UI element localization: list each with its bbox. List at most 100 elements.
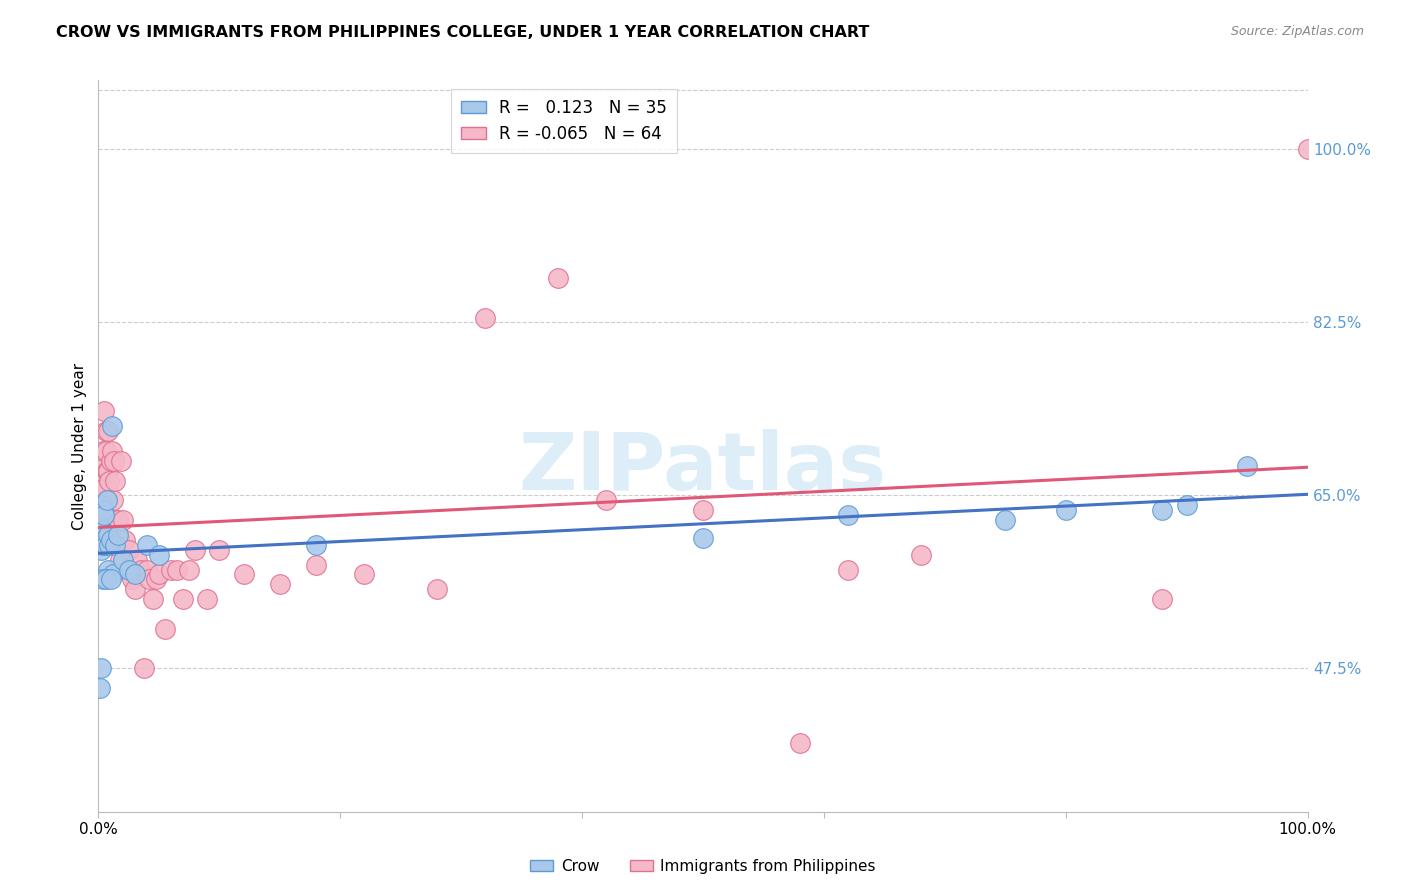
Point (1054, 503, 1077, 517)
Point (1152, 503, 1174, 517)
Point (98, 474, 121, 488)
Point (837, 563, 859, 577)
Point (692, 503, 714, 517)
Point (97, 528, 120, 542)
Point (1152, 592, 1174, 607)
Point (98, 538, 121, 552)
Point (232, 567, 254, 582)
Point (353, 567, 375, 582)
Point (91, 523, 114, 537)
Point (90, 661, 112, 675)
Point (111, 552, 134, 566)
Point (100, 419, 122, 434)
Point (93, 533, 115, 547)
Point (135, 563, 157, 577)
Point (135, 538, 157, 552)
Point (124, 567, 146, 582)
Point (166, 563, 188, 577)
Point (100, 513, 122, 527)
Point (1296, 143, 1319, 157)
Point (910, 548, 932, 562)
Point (91, 498, 114, 512)
Text: ZIPatlas: ZIPatlas (519, 429, 887, 507)
Legend: R =   0.123   N = 35, R = -0.065   N = 64: R = 0.123 N = 35, R = -0.065 N = 64 (451, 88, 678, 153)
Point (124, 582, 146, 597)
Point (127, 552, 149, 566)
Point (148, 548, 170, 562)
Point (474, 310, 496, 325)
Point (269, 577, 291, 591)
Point (96, 493, 118, 508)
Point (110, 454, 132, 468)
Point (100, 454, 122, 468)
Y-axis label: College, Under 1 year: College, Under 1 year (72, 362, 87, 530)
Point (100, 533, 122, 547)
Point (305, 538, 328, 552)
Point (94, 538, 117, 552)
Point (148, 567, 170, 582)
Point (91, 444, 114, 458)
Point (104, 474, 127, 488)
Point (94, 573, 117, 587)
Point (547, 271, 569, 285)
Point (172, 592, 194, 607)
Point (195, 592, 218, 607)
Point (93, 404, 115, 418)
Point (153, 622, 176, 636)
Point (101, 493, 124, 508)
Point (108, 552, 131, 566)
Point (94, 424, 117, 438)
Point (91, 538, 114, 552)
Point (93, 533, 115, 547)
Text: CROW VS IMMIGRANTS FROM PHILIPPINES COLLEGE, UNDER 1 YEAR CORRELATION CHART: CROW VS IMMIGRANTS FROM PHILIPPINES COLL… (56, 25, 870, 40)
Point (101, 567, 124, 582)
Point (90, 454, 112, 468)
Point (179, 563, 201, 577)
Point (208, 542, 231, 557)
Point (89, 493, 111, 508)
Point (789, 735, 811, 749)
Point (114, 533, 136, 547)
Point (160, 563, 183, 577)
Point (108, 533, 131, 547)
Point (97, 464, 120, 478)
Point (138, 573, 160, 587)
Point (145, 573, 167, 587)
Text: Source: ZipAtlas.com: Source: ZipAtlas.com (1230, 25, 1364, 38)
Point (118, 563, 141, 577)
Point (129, 563, 152, 577)
Point (105, 513, 128, 527)
Point (100, 444, 122, 458)
Point (837, 508, 859, 523)
Point (100, 573, 122, 587)
Point (89, 468, 111, 483)
Point (103, 454, 125, 468)
Legend: Crow, Immigrants from Philippines: Crow, Immigrants from Philippines (524, 853, 882, 880)
Point (426, 582, 449, 597)
Point (107, 528, 129, 542)
Point (97, 424, 120, 438)
Point (94, 444, 117, 458)
Point (107, 513, 129, 527)
Point (96, 493, 118, 508)
Point (91, 503, 114, 517)
Point (692, 531, 714, 545)
Point (90, 483, 112, 498)
Point (994, 513, 1017, 527)
Point (91, 573, 114, 587)
Point (98, 518, 121, 533)
Point (305, 558, 328, 572)
Point (184, 542, 207, 557)
Point (97, 563, 120, 577)
Point (595, 493, 617, 508)
Point (121, 573, 143, 587)
Point (118, 542, 141, 557)
Point (91, 503, 114, 517)
Point (1175, 498, 1198, 512)
Point (1236, 458, 1258, 473)
Point (93, 508, 115, 523)
Point (142, 592, 165, 607)
Point (89, 681, 111, 695)
Point (134, 661, 156, 675)
Point (96, 464, 118, 478)
